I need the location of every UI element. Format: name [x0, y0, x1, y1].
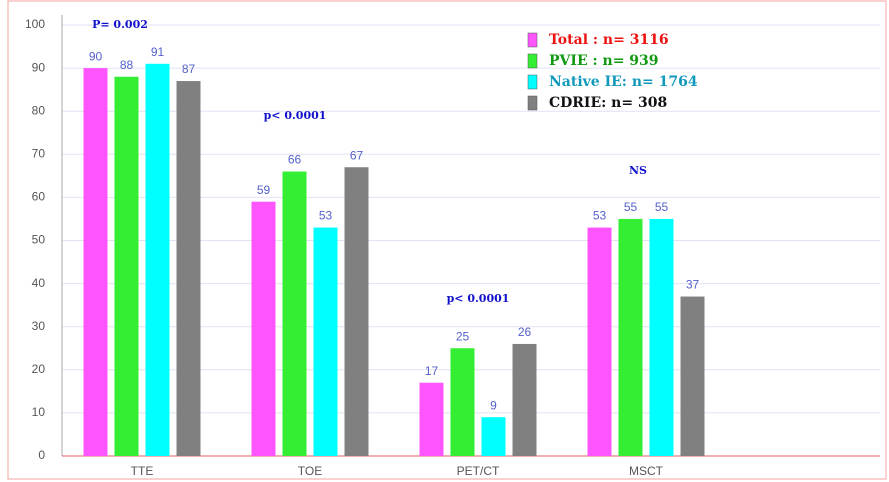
bar — [344, 167, 369, 457]
legend-label: Native IE: n= 1764 — [549, 74, 698, 90]
bar — [618, 218, 643, 456]
value-label: 66 — [288, 153, 302, 167]
y-tick-label: 30 — [32, 319, 46, 333]
bar — [251, 201, 276, 456]
legend-label: Total : n= 3116 — [549, 32, 669, 48]
y-tick-label: 60 — [32, 190, 46, 204]
frame — [7, 0, 887, 480]
bar — [83, 68, 108, 456]
annotation: NS — [629, 164, 647, 177]
value-label: 25 — [456, 329, 470, 343]
value-label: 88 — [120, 58, 134, 72]
bar — [419, 382, 444, 456]
bar — [587, 227, 612, 456]
value-label: 90 — [89, 49, 103, 63]
bar — [649, 218, 674, 456]
value-label: 53 — [593, 209, 607, 223]
x-tick-label: MSCT — [629, 464, 664, 478]
bar — [114, 76, 139, 456]
annotation: p< 0.0001 — [447, 292, 510, 305]
value-label: 53 — [319, 209, 333, 223]
y-tick-label: 0 — [38, 448, 45, 462]
x-tick-label: TTE — [131, 464, 154, 478]
bar — [680, 296, 705, 456]
value-label: 87 — [182, 62, 196, 76]
y-tick-label: 40 — [32, 276, 46, 290]
bar — [176, 81, 201, 456]
value-label: 17 — [425, 364, 439, 378]
y-tick-label: 80 — [32, 103, 46, 117]
annotation: P= 0.002 — [92, 18, 148, 31]
bar — [481, 417, 506, 456]
bar — [145, 63, 170, 456]
y-tick-label: 20 — [32, 362, 46, 376]
value-label: 91 — [151, 45, 165, 59]
bar — [282, 171, 307, 457]
value-label: 55 — [624, 200, 638, 214]
value-label: 67 — [350, 148, 364, 162]
y-tick-label: 100 — [25, 17, 45, 31]
legend-label: CDRIE: n= 308 — [549, 95, 667, 111]
legend-swatch — [527, 74, 538, 90]
value-label: 59 — [257, 183, 271, 197]
bar — [313, 227, 338, 456]
y-tick-label: 90 — [32, 60, 46, 74]
bar — [450, 348, 475, 456]
legend-swatch — [527, 32, 538, 48]
value-label: 9 — [490, 398, 497, 412]
bar — [512, 343, 537, 456]
y-tick-label: 10 — [32, 405, 46, 419]
y-tick-label: 70 — [32, 146, 46, 160]
legend-swatch — [527, 53, 538, 69]
annotation: p< 0.0001 — [264, 109, 327, 122]
y-tick-label: 50 — [32, 233, 46, 247]
value-label: 26 — [518, 325, 532, 339]
value-label: 55 — [655, 200, 669, 214]
legend-swatch — [527, 95, 538, 111]
legend-label: PVIE : n= 939 — [549, 53, 659, 69]
value-label: 37 — [686, 278, 700, 292]
x-tick-label: TOE — [298, 464, 322, 478]
x-tick-label: PET/CT — [457, 464, 500, 478]
